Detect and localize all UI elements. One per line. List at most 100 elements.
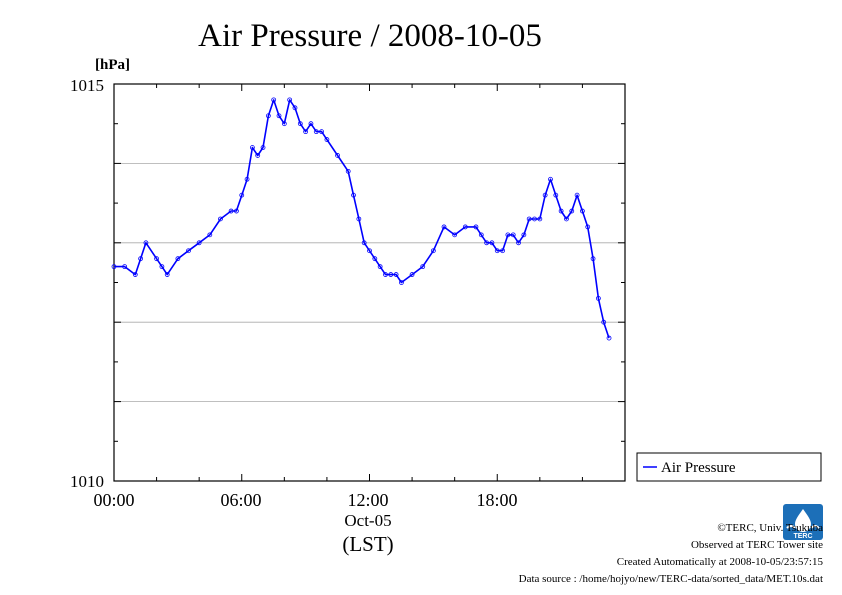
data-point [372, 256, 378, 262]
data-point [430, 248, 436, 254]
data-point [516, 240, 521, 246]
data-point [303, 129, 309, 135]
data-point [159, 264, 165, 270]
gridlines [114, 162, 625, 403]
data-point [399, 280, 404, 285]
data-point [542, 192, 548, 198]
data-point [271, 97, 277, 103]
data-point [521, 232, 527, 238]
data-point [361, 240, 367, 246]
data-point [297, 121, 303, 127]
data-point [558, 208, 564, 214]
data-point [388, 272, 394, 277]
data-point [324, 137, 330, 142]
data-point [308, 121, 314, 127]
data-point [111, 264, 117, 270]
data-point [132, 272, 138, 277]
data-point [580, 208, 585, 214]
data-point [383, 272, 388, 277]
logo-text: TERC [793, 533, 812, 540]
data-point [409, 272, 415, 277]
data-point [122, 264, 128, 270]
data-point [532, 216, 537, 222]
data-point [143, 240, 149, 246]
data-point [553, 192, 559, 198]
terc-logo: TERC [783, 504, 823, 540]
data-point [335, 153, 340, 158]
x-tick-label-0600: 06:00 [220, 490, 261, 510]
data-point [505, 232, 511, 238]
data-point [234, 208, 239, 214]
data-point [489, 240, 495, 246]
data-point [569, 208, 575, 214]
data-point [228, 208, 234, 214]
data-point [154, 256, 159, 262]
data-point [276, 113, 282, 119]
data-point [239, 192, 245, 198]
data-point [420, 264, 426, 270]
data-point [249, 145, 255, 150]
data-point [356, 216, 362, 222]
data-point [313, 129, 319, 135]
data-point [218, 216, 223, 222]
chart-title: Air Pressure / 2008-10-05 [198, 18, 542, 54]
data-point [585, 224, 591, 230]
data-point [510, 232, 516, 238]
credit-source: Data source : /home/hojyo/new/TERC-data/… [518, 573, 823, 585]
data-point [601, 319, 607, 325]
data-point [595, 295, 601, 301]
x-axis-date-label: Oct-05 [344, 511, 391, 530]
data-point [393, 272, 399, 277]
air-pressure-series [111, 97, 612, 341]
data-point [207, 232, 213, 238]
data-point [351, 192, 356, 198]
data-point [164, 272, 170, 277]
data-point [281, 121, 287, 127]
data-point [462, 224, 468, 230]
data-point [473, 224, 479, 230]
plot-frame [113, 83, 626, 482]
data-point [287, 97, 293, 103]
data-point [244, 176, 250, 182]
x-tick-label-1200: 12:00 [347, 490, 388, 510]
data-point [260, 145, 266, 150]
data-point [574, 192, 580, 198]
data-point [138, 256, 144, 262]
data-point [345, 168, 351, 174]
data-point [319, 129, 324, 135]
y-tick-label-1010: 1010 [70, 472, 104, 491]
series-line-0 [114, 99, 610, 339]
data-point [196, 240, 202, 246]
axis-ticks [113, 83, 626, 482]
data-point [367, 248, 372, 254]
legend-label: Air Pressure [661, 460, 736, 476]
data-point [175, 256, 181, 262]
y-axis-unit-label: [hPa] [95, 57, 130, 73]
data-point [377, 264, 383, 270]
data-point [265, 113, 271, 119]
y-tick-label-1015: 1015 [70, 76, 104, 95]
data-point [478, 232, 484, 238]
data-point [255, 153, 261, 158]
credit-site: Observed at TERC Tower site [690, 539, 823, 551]
data-point [500, 248, 505, 254]
credit-created: Created Automatically at 2008-10-05/23:5… [616, 556, 823, 568]
data-point [292, 105, 298, 111]
data-point [452, 232, 458, 238]
data-point [537, 216, 543, 222]
credit-copyright: ©TERC, Univ. Tsukuba [717, 522, 823, 534]
data-point [186, 248, 191, 254]
data-point [484, 240, 490, 246]
legend-box [636, 452, 822, 482]
data-point [548, 176, 553, 182]
x-tick-label-0000: 00:00 [93, 490, 134, 510]
legend: Air Pressure [636, 452, 822, 482]
data-point [606, 335, 612, 341]
x-tick-label-1800: 18:00 [476, 490, 517, 510]
data-point [526, 216, 532, 222]
data-point [564, 216, 569, 222]
data-point [494, 248, 500, 254]
x-axis-timezone-label: (LST) [342, 532, 393, 556]
data-point [441, 224, 447, 230]
